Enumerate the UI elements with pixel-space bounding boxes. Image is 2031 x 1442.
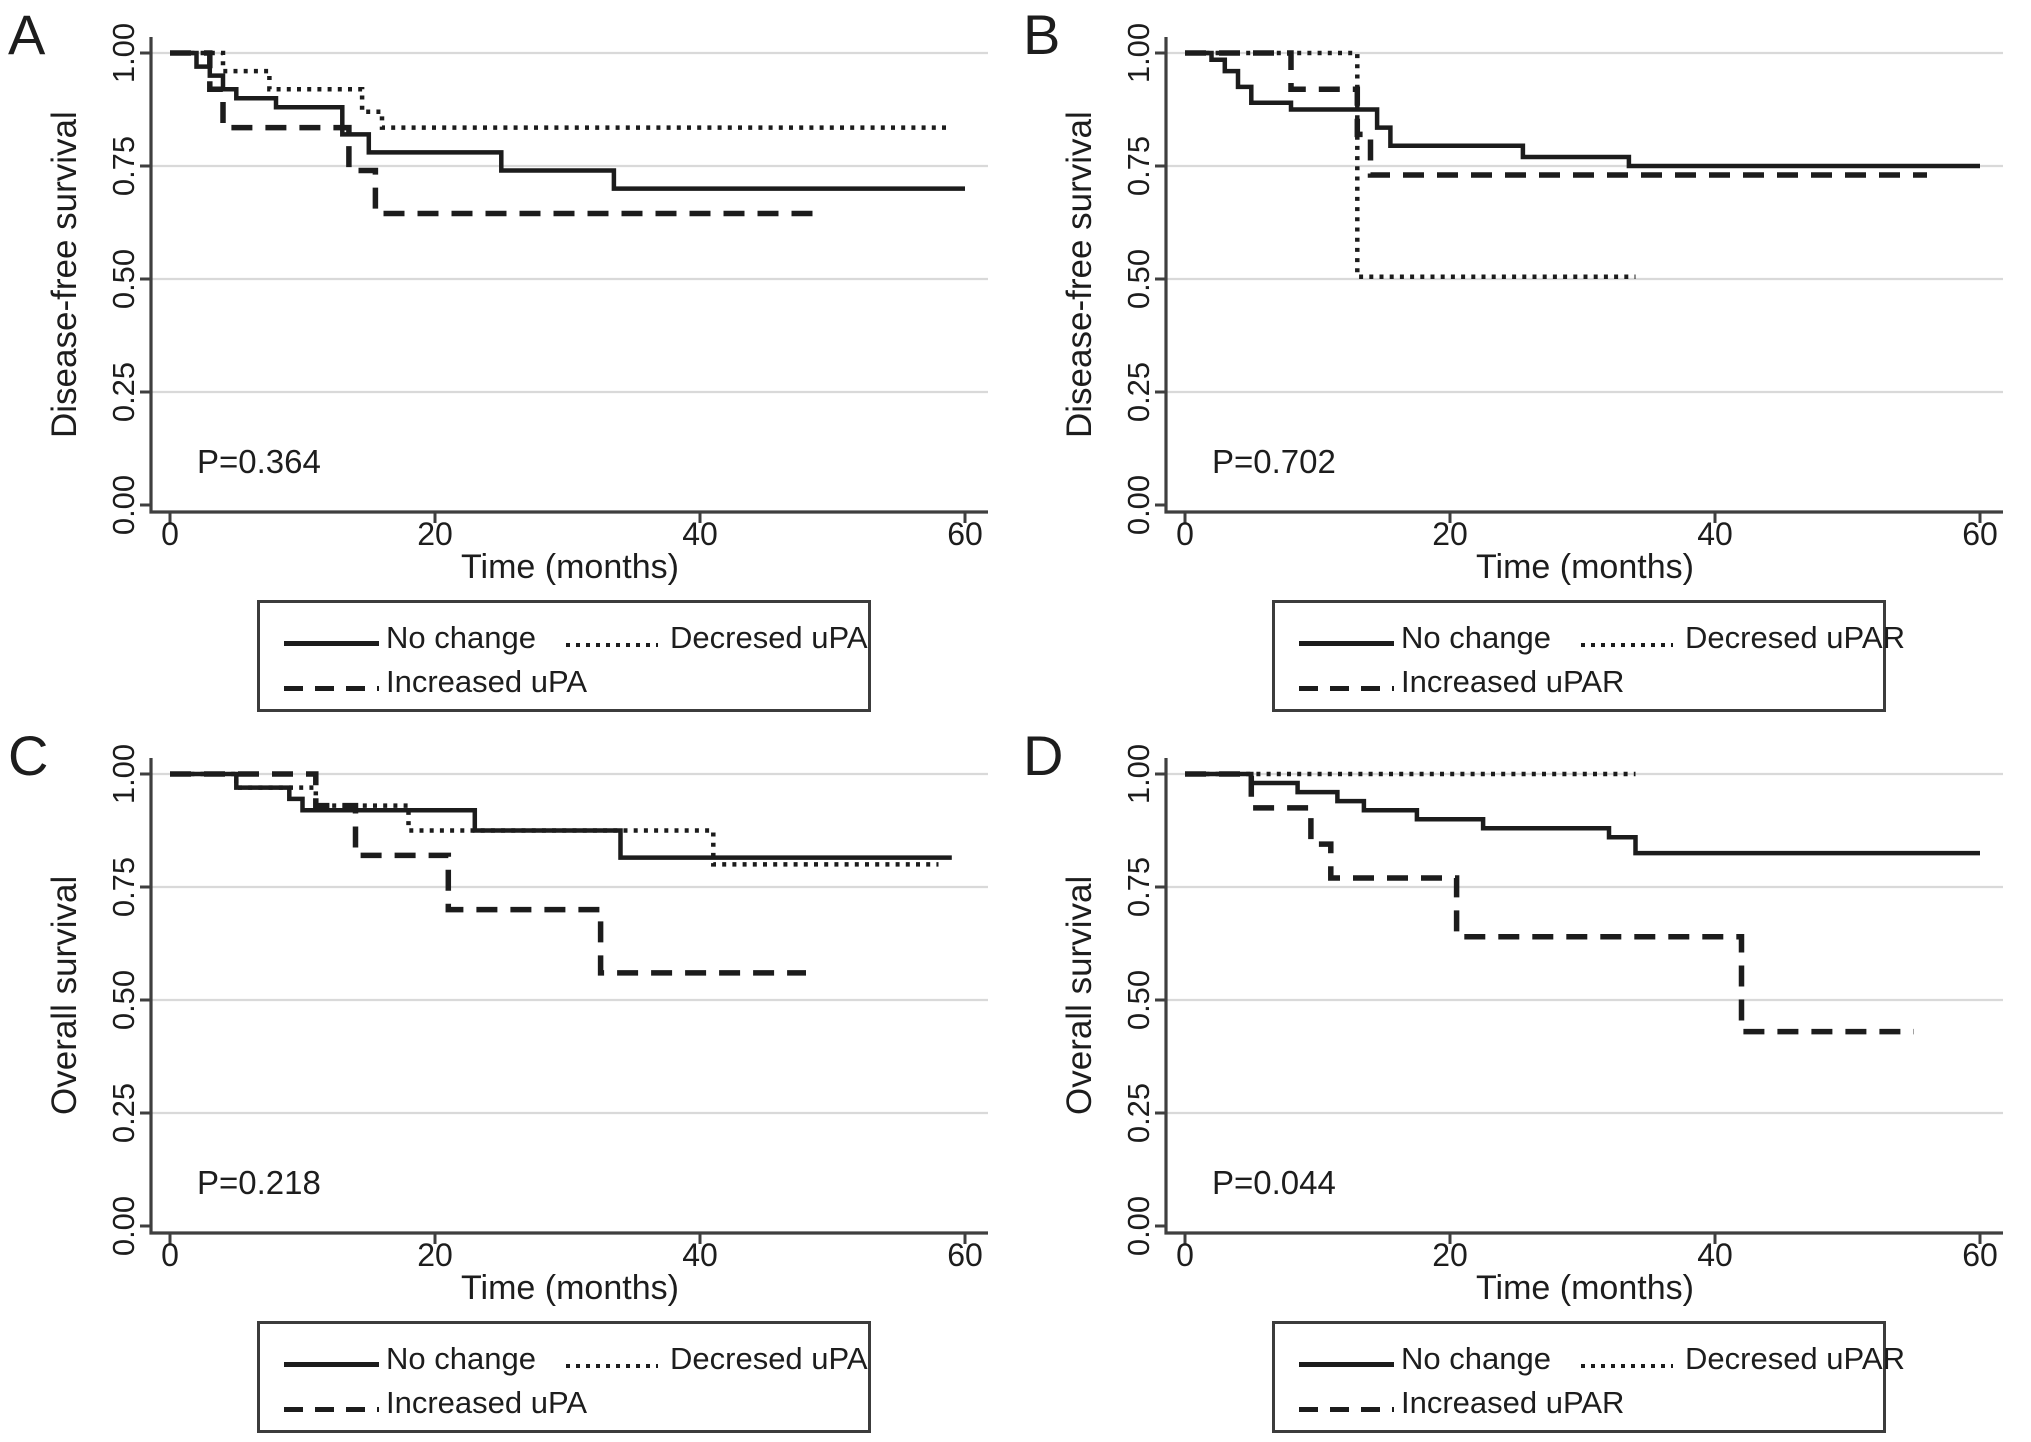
svg-text:1.00: 1.00 [106, 23, 141, 83]
svg-text:1.00: 1.00 [1121, 23, 1156, 83]
svg-text:60: 60 [1962, 1237, 1998, 1273]
svg-text:20: 20 [1432, 1237, 1468, 1273]
svg-text:0.50: 0.50 [1121, 249, 1156, 309]
svg-text:0.00: 0.00 [106, 1196, 141, 1256]
legend-label-increased: Increased uPAR [1401, 664, 1625, 699]
svg-text:0.00: 0.00 [1121, 475, 1156, 535]
legend-line-dashed [284, 1407, 379, 1412]
svg-text:0.25: 0.25 [1121, 362, 1156, 422]
svg-text:40: 40 [682, 1237, 718, 1273]
svg-text:20: 20 [417, 516, 453, 552]
p-value-label: P=0.364 [197, 443, 321, 480]
legend-label-decresed: Decresed uPA [670, 1341, 868, 1376]
km-plot-a: 0.00 0.25 0.50 0.75 1.00 0 20 40 60 [106, 23, 988, 552]
legend-line-solid [284, 1362, 379, 1367]
legend-box: No change Decresed uPAR Increased uPAR [1272, 600, 1905, 712]
legend-line-dashed [284, 686, 379, 691]
svg-text:0: 0 [1176, 1237, 1194, 1273]
svg-text:0.75: 0.75 [106, 857, 141, 917]
svg-text:1.00: 1.00 [1121, 744, 1156, 804]
svg-text:0.50: 0.50 [106, 970, 141, 1030]
x-axis-title: Time (months) [1476, 548, 1694, 586]
svg-text:20: 20 [417, 1237, 453, 1273]
panel-d: D Overall survival 0.00 0.25 0.50 0.75 1.00 0… [1015, 721, 2031, 1442]
x-axis-title: Time (months) [461, 1269, 679, 1307]
panel-letter-c: C [8, 724, 49, 787]
legend-label-decresed: Decresed uPAR [1685, 1341, 1905, 1376]
panel-a: A Disease-free survival 0.00 0.25 0.50 0.75… [0, 0, 1015, 721]
svg-text:20: 20 [1432, 516, 1468, 552]
panel-letter-a: A [8, 3, 46, 66]
legend-line-dashed [1299, 1407, 1394, 1412]
x-axis-title: Time (months) [1476, 1269, 1694, 1307]
svg-text:1.00: 1.00 [106, 744, 141, 804]
km-plot-d: 0.00 0.25 0.50 0.75 1.00 0 20 40 60 [1121, 744, 2003, 1273]
svg-text:40: 40 [1697, 1237, 1733, 1273]
p-value-label: P=0.218 [197, 1164, 321, 1201]
svg-text:0.50: 0.50 [1121, 970, 1156, 1030]
svg-text:40: 40 [1697, 516, 1733, 552]
p-value-label: P=0.044 [1212, 1164, 1336, 1201]
legend-line-dotted [566, 1364, 658, 1368]
svg-text:0: 0 [161, 1237, 179, 1273]
legend-label-increased: Increased uPAR [1401, 1385, 1625, 1420]
km-plot-b: 0.00 0.25 0.50 0.75 1.00 0 20 40 60 [1121, 23, 2003, 552]
p-value-label: P=0.702 [1212, 443, 1336, 480]
legend-label-no-change: No change [1401, 620, 1551, 655]
legend-label-no-change: No change [386, 1341, 536, 1376]
km-plot-c: 0.00 0.25 0.50 0.75 1.00 0 20 40 60 [106, 744, 988, 1273]
svg-text:60: 60 [1962, 516, 1998, 552]
legend-line-dotted [1581, 643, 1673, 647]
legend-line-dotted [566, 643, 658, 647]
panel-b: B Disease-free survival 0.00 0.25 0.50 0.75… [1015, 0, 2031, 721]
legend-line-solid [1299, 1362, 1394, 1367]
svg-text:40: 40 [682, 516, 718, 552]
panel-c: C Overall survival 0.00 0.25 0.50 0.75 1.00 0… [0, 721, 1015, 1442]
panel-letter-d: D [1023, 724, 1064, 787]
svg-text:0.00: 0.00 [106, 475, 141, 535]
legend-box: No change Decresed uPA Increased uPA [257, 600, 871, 712]
svg-text:0.25: 0.25 [106, 362, 141, 422]
svg-text:0: 0 [1176, 516, 1194, 552]
svg-text:0.25: 0.25 [1121, 1083, 1156, 1143]
legend-line-solid [1299, 641, 1394, 646]
legend-label-no-change: No change [386, 620, 536, 655]
svg-text:0.00: 0.00 [1121, 1196, 1156, 1256]
svg-text:0.75: 0.75 [1121, 857, 1156, 917]
legend-label-decresed: Decresed uPAR [1685, 620, 1905, 655]
legend-line-solid [284, 641, 379, 646]
legend-line-dotted [1581, 1364, 1673, 1368]
legend-label-decresed: Decresed uPA [670, 620, 868, 655]
panel-letter-b: B [1023, 3, 1061, 66]
legend-label-no-change: No change [1401, 1341, 1551, 1376]
svg-text:0.75: 0.75 [1121, 136, 1156, 196]
x-axis-title: Time (months) [461, 548, 679, 586]
svg-text:60: 60 [947, 516, 983, 552]
legend-box: No change Decresed uPAR Increased uPAR [1272, 1321, 1905, 1433]
legend-line-dashed [1299, 686, 1394, 691]
svg-text:0: 0 [161, 516, 179, 552]
legend-label-increased: Increased uPA [386, 664, 588, 699]
legend-label-increased: Increased uPA [386, 1385, 588, 1420]
svg-text:60: 60 [947, 1237, 983, 1273]
legend-box: No change Decresed uPA Increased uPA [257, 1321, 871, 1433]
svg-text:0.50: 0.50 [106, 249, 141, 309]
svg-text:0.25: 0.25 [106, 1083, 141, 1143]
svg-text:0.75: 0.75 [106, 136, 141, 196]
